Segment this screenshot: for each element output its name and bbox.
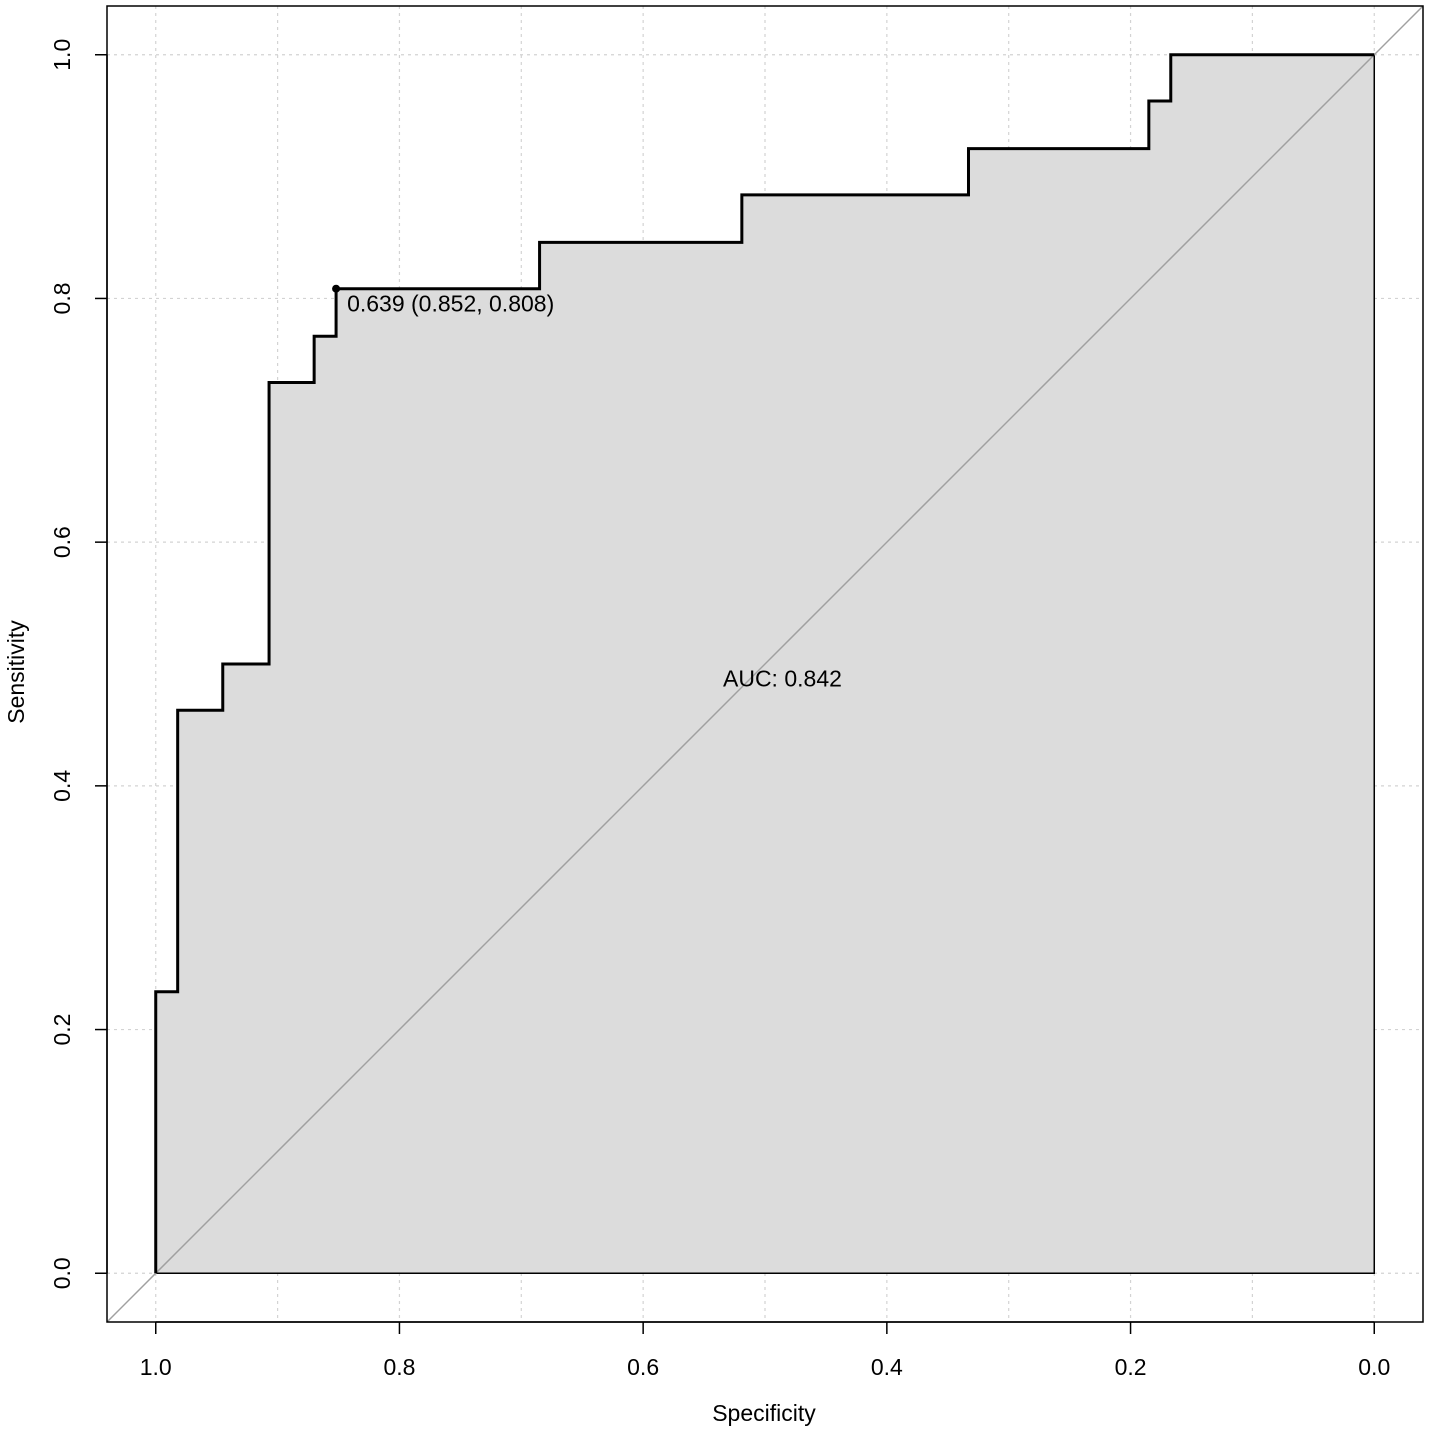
x-tick-label: 0.2 bbox=[1115, 1354, 1147, 1380]
x-tick-label: 1.0 bbox=[140, 1354, 172, 1380]
threshold-point bbox=[332, 284, 341, 293]
x-tick-label: 0.0 bbox=[1358, 1354, 1390, 1380]
y-tick-label: 0.4 bbox=[49, 770, 75, 802]
axis-layer: 1.0 0.8 0.6 0.4 0.2 0.0 0.0 0.2 0.4 0.6 0.8 1.0 Spec… bbox=[3, 39, 1390, 1426]
y-tick-label: 0.2 bbox=[49, 1014, 75, 1046]
y-axis-label: Sensitivity bbox=[3, 620, 29, 724]
x-tick-label: 0.8 bbox=[383, 1354, 415, 1380]
annotation-layer: 0.639 (0.852, 0.808) AUC: 0.842 bbox=[332, 284, 842, 692]
threshold-label: 0.639 (0.852, 0.808) bbox=[347, 291, 554, 317]
y-tick-label: 0.6 bbox=[49, 526, 75, 558]
y-tick-label: 0.8 bbox=[49, 282, 75, 314]
auc-label: AUC: 0.842 bbox=[723, 666, 842, 692]
reference-diagonal-line bbox=[106, 5, 1424, 1323]
x-axis-label: Specificity bbox=[712, 1400, 816, 1426]
y-tick-label: 0.0 bbox=[49, 1257, 75, 1289]
x-tick-label: 0.6 bbox=[627, 1354, 659, 1380]
y-tick-label: 1.0 bbox=[49, 39, 75, 71]
reference-line-layer bbox=[106, 5, 1424, 1323]
x-tick-label: 0.4 bbox=[871, 1354, 903, 1380]
